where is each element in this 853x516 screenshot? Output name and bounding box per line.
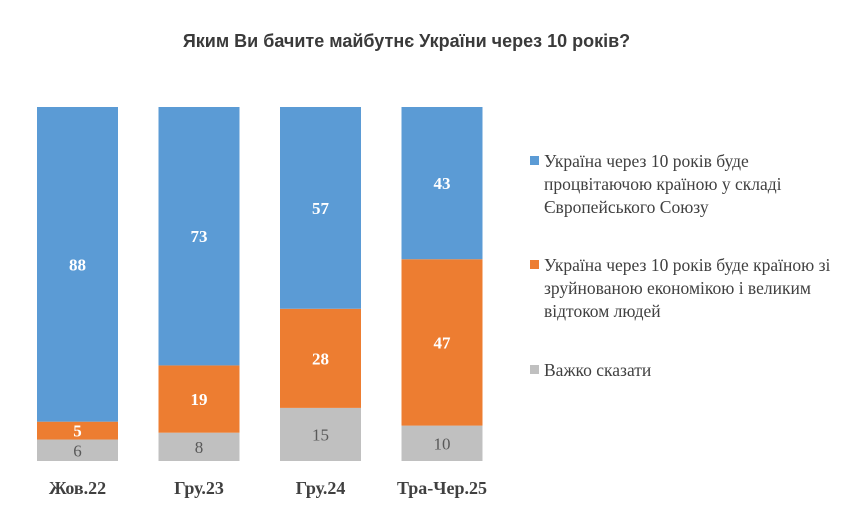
data-label-hard-to-say-1: 6 — [73, 441, 82, 460]
data-label-hard-to-say-4: 10 — [434, 434, 451, 453]
bar-segment-hard-to-say-4 — [401, 425, 483, 461]
category-label-2: Гру.23 — [174, 478, 224, 498]
category-labels-layer: Жов.22 Гру.23 Гру.24 Тра-Чер.25 — [49, 478, 487, 498]
data-label-eu-2: 73 — [191, 227, 208, 246]
bar-segment-eu-3 — [280, 107, 361, 309]
data-label-eu-3: 57 — [312, 199, 330, 218]
bar-segment-hard-to-say-1 — [37, 439, 118, 461]
bar-segment-ruined-1 — [37, 421, 118, 440]
legend-swatch-gray — [530, 365, 539, 374]
bar-segment-hard-to-say-2 — [158, 432, 240, 461]
bar-segment-eu-4 — [401, 107, 483, 260]
bar-segment-hard-to-say-3 — [280, 407, 361, 461]
legend-swatch-blue — [530, 156, 539, 165]
data-label-eu-1: 88 — [69, 255, 86, 274]
legend-label-hard-to-say: Важко сказати — [544, 360, 652, 380]
data-label-ruined-3: 28 — [312, 349, 329, 368]
data-label-ruined-2: 19 — [191, 390, 208, 409]
chart-title: Яким Ви бачите майбутнє України через 10… — [182, 31, 631, 51]
data-label-ruined-4: 47 — [434, 333, 452, 352]
bar-segment-ruined-4 — [401, 259, 483, 426]
legend-label-eu: Україна через 10 років буде процвітаючою… — [544, 151, 782, 217]
data-label-eu-4: 43 — [434, 174, 451, 193]
legend-item-eu: Україна через 10 років буде процвітаючою… — [530, 150, 840, 219]
legend-swatch-orange — [530, 260, 539, 269]
bar-segment-eu-2 — [158, 107, 240, 366]
bar-segment-ruined-3 — [280, 308, 361, 408]
category-label-1: Жов.22 — [49, 478, 106, 498]
legend-item-hard-to-say: Важко сказати — [530, 359, 840, 382]
legend-item-ruined: Україна через 10 років буде країною зі з… — [530, 254, 840, 323]
category-label-3: Гру.24 — [296, 478, 346, 498]
bar-segment-ruined-2 — [158, 365, 240, 433]
data-label-ruined-1: 5 — [73, 422, 82, 441]
data-label-hard-to-say-2: 8 — [195, 438, 204, 457]
bars-layer — [37, 107, 483, 461]
data-label-hard-to-say-3: 15 — [312, 425, 329, 444]
bar-segment-eu-1 — [37, 107, 118, 422]
category-label-4: Тра-Чер.25 — [397, 478, 487, 498]
legend-label-ruined: Україна через 10 років буде країною зі з… — [544, 255, 831, 321]
